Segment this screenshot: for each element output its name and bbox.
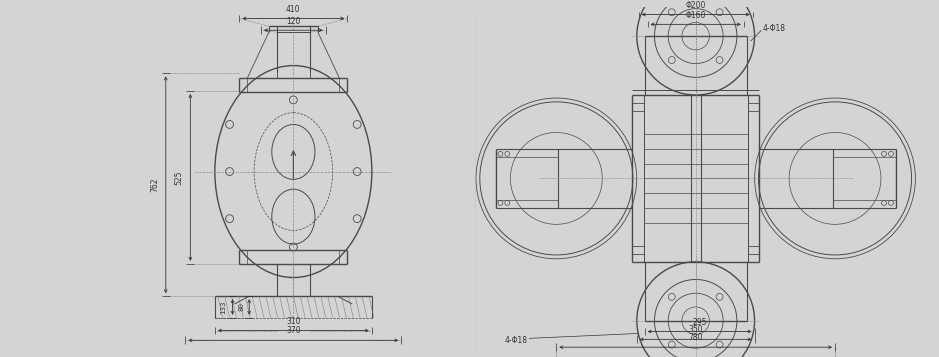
Text: 370: 370	[286, 326, 300, 336]
Text: 410: 410	[286, 5, 300, 14]
Text: Φ200: Φ200	[685, 1, 706, 10]
Text: 4-Φ18: 4-Φ18	[762, 24, 785, 33]
Text: 133: 133	[221, 300, 226, 314]
Text: 120: 120	[286, 17, 300, 26]
Text: 295: 295	[692, 318, 707, 327]
Text: 310: 310	[286, 317, 300, 326]
Text: 4-Φ18: 4-Φ18	[504, 336, 528, 345]
Text: 525: 525	[175, 170, 183, 185]
Text: 780: 780	[688, 333, 703, 342]
Text: 350: 350	[688, 326, 703, 335]
Text: 80: 80	[239, 302, 244, 311]
Text: Φ160: Φ160	[685, 11, 706, 20]
Text: 762: 762	[150, 177, 159, 192]
